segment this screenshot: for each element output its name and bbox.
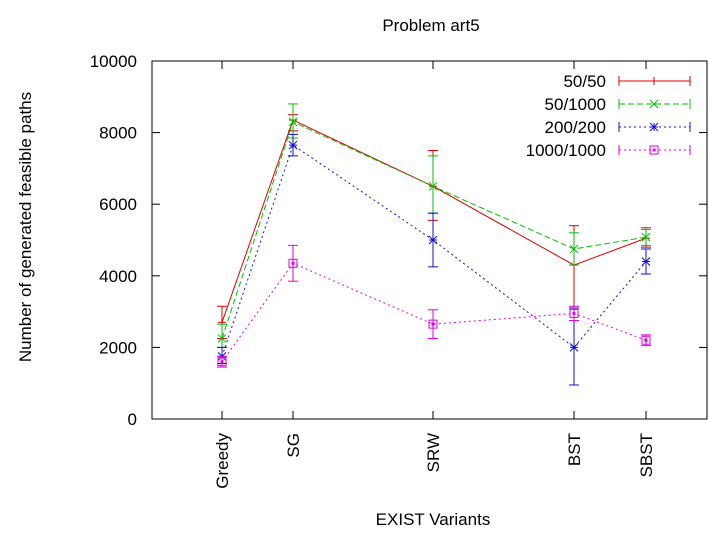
legend-entry-3: 200/200 <box>545 118 691 137</box>
series-4 <box>217 244 651 368</box>
legend-label: 1000/1000 <box>526 141 606 160</box>
error-bar <box>569 305 579 322</box>
data-point <box>569 244 579 254</box>
legend-entry-4: 1000/1000 <box>526 141 691 160</box>
data-point <box>641 232 651 242</box>
y-tick-label: 8000 <box>99 124 137 143</box>
y-tick-label: 0 <box>128 410 137 429</box>
data-point <box>217 334 227 343</box>
data-point <box>288 258 298 268</box>
axes: 0 2000 4000 6000 8000 10000 Greedy SG SRW BST SBST <box>90 52 707 489</box>
series-line <box>221 262 647 363</box>
x-tick-label: Greedy <box>213 433 232 489</box>
series-2 <box>217 103 651 348</box>
data-point <box>428 235 438 245</box>
data-point <box>217 357 227 367</box>
x-tick-label: SRW <box>424 433 443 472</box>
x-tick-label: BST <box>565 433 584 466</box>
data-point <box>288 117 298 127</box>
x-tick-label: SG <box>284 433 303 458</box>
error-bar <box>288 244 298 282</box>
data-point <box>569 343 579 352</box>
data-point <box>428 181 438 191</box>
data-point <box>288 140 298 150</box>
plot-area-frame <box>151 60 708 420</box>
legend-entry-1: 50/50 <box>563 72 691 91</box>
error-bar <box>641 226 651 246</box>
data-point <box>428 319 438 329</box>
legend-marker <box>649 122 659 132</box>
legend-marker <box>650 77 658 85</box>
legend-label: 50/1000 <box>545 95 606 114</box>
legend: 50/50 50/1000 200/200 1000/1000 <box>526 72 691 160</box>
y-tick-label: 4000 <box>99 267 137 286</box>
data-point <box>641 335 651 345</box>
legend-marker <box>649 99 659 109</box>
legend-entry-2: 50/1000 <box>545 95 691 114</box>
legend-label: 200/200 <box>545 118 606 137</box>
x-axis-label: EXIST Variants <box>376 510 491 529</box>
legend-marker <box>649 145 659 155</box>
error-bar <box>428 309 438 339</box>
y-tick-label: 2000 <box>99 338 137 357</box>
y-tick-label: 10000 <box>90 52 137 71</box>
data-point <box>641 257 651 266</box>
series-3 <box>217 133 651 386</box>
legend-label: 50/50 <box>563 72 606 91</box>
y-axis-label: Number of generated feasible paths <box>16 92 35 362</box>
x-tick-label: SBST <box>637 433 656 477</box>
series-layer <box>217 103 651 386</box>
chart-title: Problem art5 <box>382 16 479 35</box>
y-tick-label: 6000 <box>99 195 137 214</box>
data-point <box>569 308 579 318</box>
